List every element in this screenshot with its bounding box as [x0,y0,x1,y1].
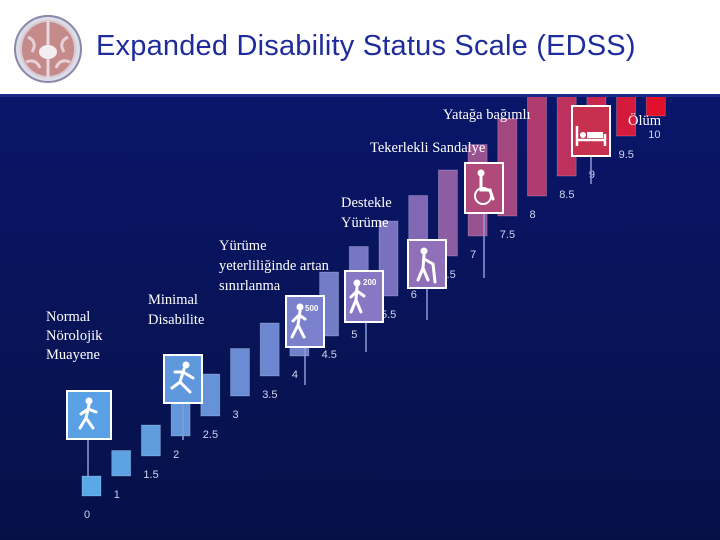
stage-limited-line-2: yeterliliğinde artan [219,258,330,274]
slide-header: Expanded Disability Status Scale (EDSS) [0,0,720,94]
score-label-7: 7 [470,249,476,261]
stage-wheelchair: Tekerlekli Sandalye [370,140,504,214]
walking-person-icon: 500 [285,295,325,348]
stage-normal-line-3: Muayene [46,347,100,363]
distance-badge-500: 500 [305,304,319,313]
score-label-8-5: 8.5 [559,189,574,201]
svg-text:Destekle Yürüme: Destekle Yürüme [341,195,395,231]
walking-person-icon [66,390,112,440]
score-label-0: 0 [84,509,90,521]
running-person-icon [163,354,203,404]
stage-minimal-line-2: Disabilite [148,312,204,328]
score-bar-0 [81,475,102,497]
wheelchair-icon [464,162,504,214]
walking-with-cane-icon [407,239,447,289]
score-bar-1 [111,450,132,477]
brain-icon [14,15,82,83]
score-label-5-5: 5.5 [381,309,396,321]
score-label-3: 3 [233,409,239,421]
score-label-6: 6 [411,289,417,301]
slide-title: Expanded Disability Status Scale (EDSS) [96,30,636,62]
stage-limited-line-3: sınırlanma [219,278,281,294]
svg-text:Normal Nörolojik M: Normal Nörolojik Muayene [46,309,106,363]
score-label-8: 8 [530,209,536,221]
score-label-9-5: 9.5 [619,149,634,161]
stage-normal-line-2: Nörolojik [46,328,103,344]
stage-wheelchair-label: Tekerlekli Sandalye [370,140,485,156]
score-bar-10 [645,97,666,117]
stage-assisted-line-2: Yürüme [341,215,389,231]
score-bar-2 [170,399,191,437]
score-label-7-5: 7.5 [500,229,515,241]
edss-diagram: 011.522.533.544.555.566.577.588.599.510 … [46,97,666,521]
stage-bedridden: Yatağa bağımlı [443,105,611,157]
score-bar-8 [527,97,547,197]
score-bar-9-5 [616,97,636,137]
bed-icon [571,105,611,157]
score-bar-6-5 [437,169,458,257]
stage-limited-walking: Yürüme yeterliliğinde artan sınırlanma 5… [219,238,333,348]
stage-bedridden-label: Yatağa bağımlı [443,107,531,123]
score-label-5: 5 [351,329,357,341]
score-label-1-5: 1.5 [143,469,158,481]
score-bar-3-5 [259,322,280,377]
stage-assisted-walking: Destekle Yürüme 200 [341,195,447,323]
stage-limited-line-1: Yürüme [219,238,267,254]
walking-person-icon: 200 [344,270,384,323]
score-label-4: 4 [292,369,298,381]
stage-death-label: Ölüm [628,112,662,129]
score-bar-1-5 [140,424,161,457]
svg-text:Yürüme yeterliliğinde ar: Yürüme yeterliliğinde artan sınırlanma [219,238,333,294]
header-divider [0,94,720,97]
score-bar-2-5 [200,373,221,417]
stage-minimal-line-1: Minimal [148,292,198,308]
score-label-2-5: 2.5 [203,429,218,441]
score-label-10: 10 [648,129,660,141]
distance-badge-200: 200 [363,278,377,287]
score-label-1: 1 [114,489,120,501]
stage-assisted-line-1: Destekle [341,195,392,211]
stage-minimal: Minimal Disabilite [148,292,204,404]
stage-normal-line-1: Normal [46,309,90,325]
connector-lines [87,155,592,478]
score-label-3-5: 3.5 [262,389,277,401]
stage-normal: Normal Nörolojik Muayene [46,309,112,440]
score-label-2: 2 [173,449,179,461]
score-label-4-5: 4.5 [322,349,337,361]
score-label-9: 9 [589,169,595,181]
svg-text:Minimal Disabilite: Minimal Disabilite [148,292,204,328]
score-bar-3 [230,348,250,397]
